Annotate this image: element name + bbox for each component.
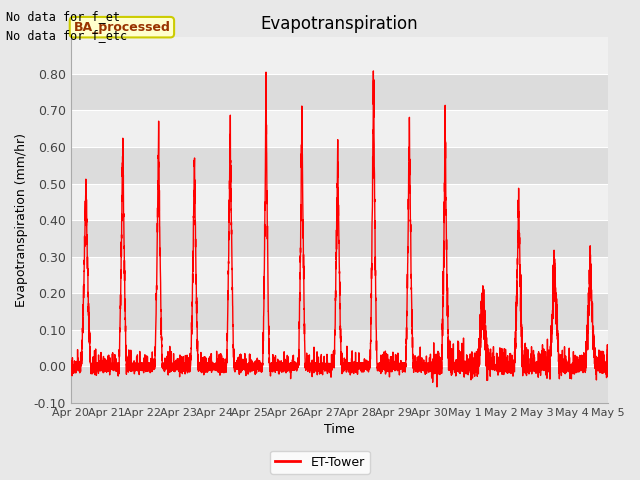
X-axis label: Time: Time [324, 423, 355, 436]
Bar [71, 147, 608, 183]
Bar [71, 220, 608, 257]
Bar [71, 74, 608, 110]
Legend: ET-Tower: ET-Tower [270, 451, 370, 474]
Y-axis label: Evapotranspiration (mm/hr): Evapotranspiration (mm/hr) [15, 133, 28, 307]
Text: BA_processed: BA_processed [74, 21, 170, 34]
Title: Evapotranspiration: Evapotranspiration [260, 15, 419, 33]
Bar [71, 183, 608, 220]
Bar [71, 330, 608, 366]
Text: No data for f_et: No data for f_et [6, 10, 120, 23]
Bar [71, 293, 608, 330]
Bar [71, 110, 608, 147]
Bar [71, 257, 608, 293]
Text: No data for f_etc: No data for f_etc [6, 29, 127, 42]
Bar [71, 366, 608, 403]
